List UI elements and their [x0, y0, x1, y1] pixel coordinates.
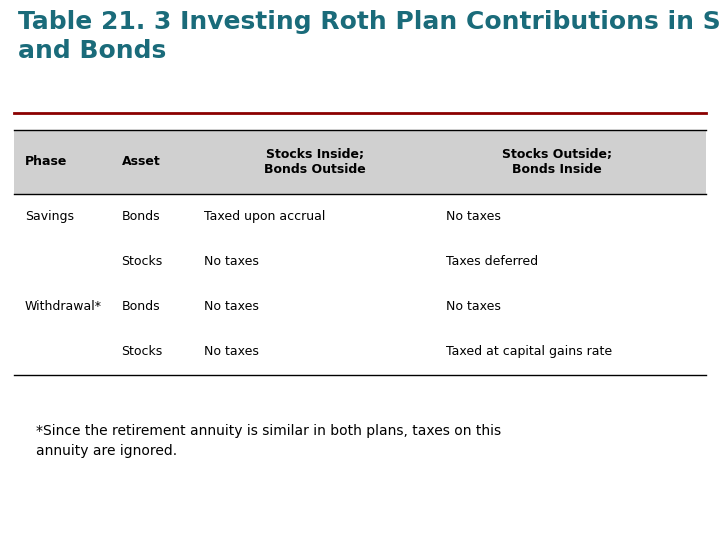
- Text: Withdrawal*: Withdrawal*: [24, 300, 102, 313]
- Text: Bonds: Bonds: [122, 210, 160, 223]
- Text: No taxes: No taxes: [446, 300, 501, 313]
- Text: Stocks: Stocks: [122, 346, 163, 359]
- Text: Savings: Savings: [24, 210, 73, 223]
- Text: No taxes: No taxes: [204, 300, 259, 313]
- Text: Taxed at capital gains rate: Taxed at capital gains rate: [446, 346, 613, 359]
- Text: Phase: Phase: [24, 155, 67, 168]
- Text: Asset: Asset: [122, 155, 161, 168]
- Text: Stocks Outside;
Bonds Inside: Stocks Outside; Bonds Inside: [502, 147, 612, 176]
- Text: Taxes deferred: Taxes deferred: [446, 255, 539, 268]
- Bar: [14, 130, 706, 194]
- Text: No taxes: No taxes: [446, 210, 501, 223]
- Text: No taxes: No taxes: [204, 255, 259, 268]
- Text: 21-23: 21-23: [662, 518, 698, 532]
- Text: Bonds: Bonds: [122, 300, 160, 313]
- Text: Table 21. 3 Investing Roth Plan Contributions in Stocks
and Bonds: Table 21. 3 Investing Roth Plan Contribu…: [18, 10, 720, 63]
- Text: *Since the retirement annuity is similar in both plans, taxes on this
annuity ar: *Since the retirement annuity is similar…: [36, 424, 501, 458]
- Text: No taxes: No taxes: [204, 346, 259, 359]
- Text: Stocks: Stocks: [122, 255, 163, 268]
- Text: Stocks Inside;
Bonds Outside: Stocks Inside; Bonds Outside: [264, 147, 366, 176]
- Text: Taxed upon accrual: Taxed upon accrual: [204, 210, 326, 223]
